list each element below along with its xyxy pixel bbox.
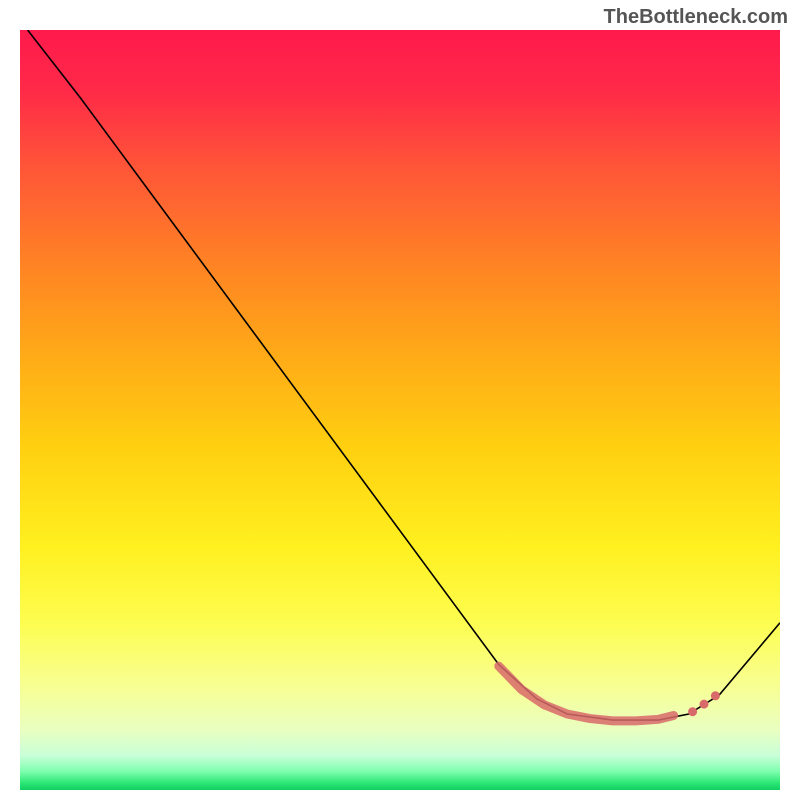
watermark-text: TheBottleneck.com [604,6,788,29]
chart-svg [20,30,780,790]
trough-dot [711,691,720,700]
chart-container: TheBottleneck.com [0,0,800,800]
plot-area [20,30,780,790]
gradient-background [20,30,780,790]
trough-dot [700,700,709,709]
trough-dot [688,707,697,716]
